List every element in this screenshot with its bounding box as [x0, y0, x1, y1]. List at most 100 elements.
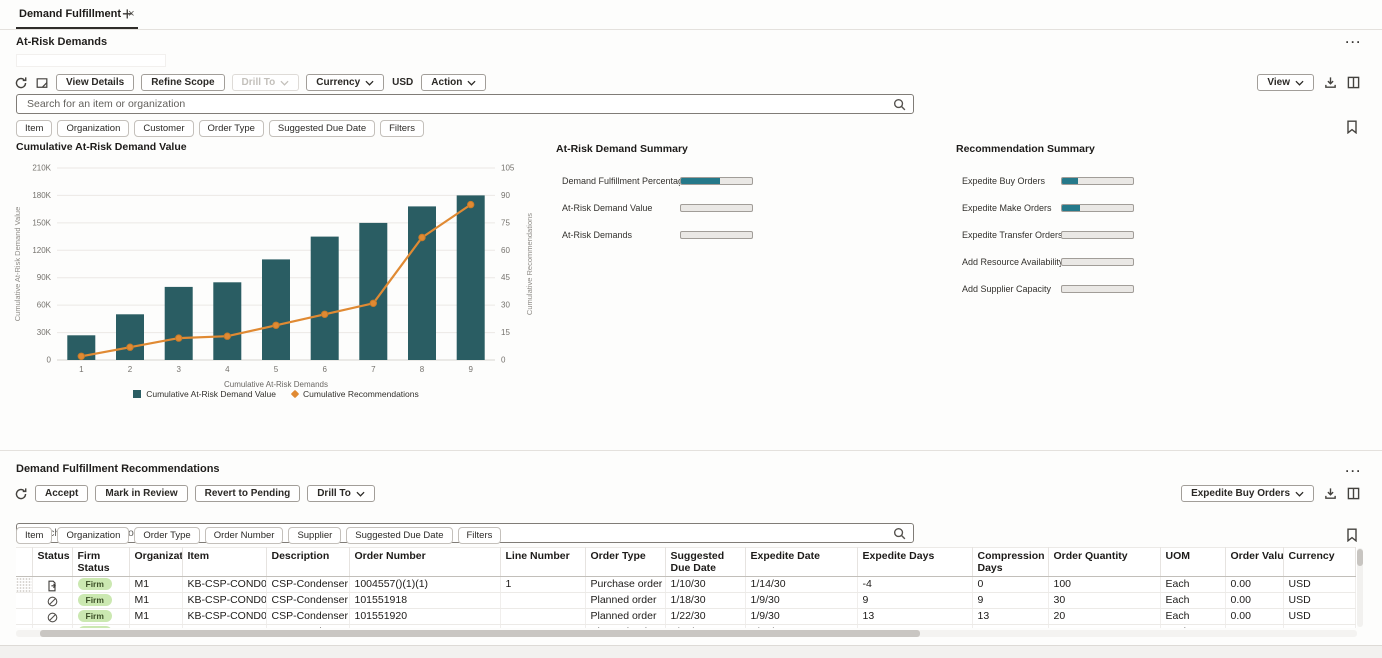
recommendation-type-dropdown[interactable]: Expedite Buy Orders	[1181, 485, 1314, 502]
column-header-order-value[interactable]: Order Value	[1225, 547, 1284, 578]
section2-overflow-menu[interactable]: ···	[1345, 464, 1362, 478]
legend-line-label: Cumulative Recommendations	[303, 389, 419, 399]
mark-in-review-button[interactable]: Mark in Review	[95, 485, 188, 502]
svg-text:45: 45	[501, 273, 510, 282]
column-header-description[interactable]: Description	[266, 547, 350, 578]
cell-currency: USD	[1283, 624, 1356, 628]
row-select-cell[interactable]	[16, 592, 33, 610]
pending-icon[interactable]	[32, 624, 73, 628]
table-row[interactable]: Firm M1KB-CSP-COND02CSP-Condenser10155192…	[16, 624, 1356, 628]
svg-text:60: 60	[501, 246, 510, 255]
filter-chip-suggested-due-date[interactable]: Suggested Due Date	[346, 527, 453, 544]
filter-chip-item[interactable]: Item	[16, 120, 53, 137]
row-select-cell[interactable]	[16, 608, 33, 626]
filter-chip-order-type[interactable]: Order Type	[134, 527, 200, 544]
column-header-organization[interactable]: Organization	[129, 547, 183, 578]
search-icon[interactable]	[893, 527, 906, 540]
pending-icon[interactable]	[32, 608, 73, 626]
svg-text:Cumulative Recommendations: Cumulative Recommendations	[525, 213, 534, 315]
column-header-item[interactable]: Item	[182, 547, 267, 578]
filter-chip-item[interactable]: Item	[16, 527, 53, 544]
section1-overflow-menu[interactable]: ···	[1345, 35, 1362, 49]
release-icon[interactable]	[32, 576, 73, 594]
select-column-header[interactable]	[16, 547, 33, 578]
column-header-firm-status[interactable]: Firm Status	[72, 547, 130, 578]
view-details-button[interactable]: View Details	[56, 74, 135, 91]
table-horizontal-scrollbar[interactable]	[16, 630, 1357, 637]
column-header-order-number[interactable]: Order Number	[349, 547, 501, 578]
manage-columns-icon[interactable]	[1347, 487, 1360, 500]
column-header-order-type[interactable]: Order Type	[585, 547, 666, 578]
recommendation-type-label: Expedite Buy Orders	[1191, 488, 1290, 499]
column-header-uom[interactable]: UOM	[1160, 547, 1226, 578]
section-divider	[0, 450, 1382, 451]
recommendation-summary-panel: Recommendation Summary Expedite Buy Orde…	[956, 143, 1196, 302]
legend-item-line[interactable]: Cumulative Recommendations	[290, 389, 419, 399]
table-row[interactable]: Firm M1 KB-CSP-COND02 CSP-Condenser 10155191…	[16, 592, 1356, 610]
tab-demand-fulfillment[interactable]: Demand Fulfillment ×	[16, 0, 138, 29]
cell-order-quantity: 30	[1048, 592, 1161, 610]
column-header-expedite-days[interactable]: Expedite Days	[857, 547, 973, 578]
chart-title: Cumulative At-Risk Demand Value	[16, 141, 187, 153]
column-header-currency[interactable]: Currency	[1283, 547, 1356, 578]
search-input[interactable]	[16, 94, 914, 114]
currency-code: USD	[392, 77, 414, 88]
refresh-icon[interactable]	[14, 487, 28, 501]
filter-chip-organization[interactable]: Organization	[57, 527, 130, 544]
row-select-cell[interactable]	[16, 576, 33, 594]
svg-text:210K: 210K	[32, 164, 51, 173]
filter-chip-customer[interactable]: Customer	[134, 120, 194, 137]
column-header-expedite-date[interactable]: Expedite Date	[745, 547, 858, 578]
table-row[interactable]: Firm M1 KB-CSP-COND02 CSP-Condenser 1004557(…	[16, 576, 1356, 594]
legend-item-bar[interactable]: Cumulative At-Risk Demand Value	[133, 389, 276, 399]
drill-to-dropdown[interactable]: Drill To	[307, 485, 375, 502]
summary-row: Expedite Transfer Orders	[962, 221, 1196, 248]
column-header-status[interactable]: Status	[32, 547, 73, 578]
manage-columns-icon[interactable]	[1347, 76, 1360, 89]
note-icon[interactable]	[35, 76, 49, 90]
svg-text:6: 6	[322, 365, 327, 374]
currency-dropdown[interactable]: Currency	[306, 74, 385, 91]
filter-chip-supplier[interactable]: Supplier	[288, 527, 342, 544]
svg-text:90: 90	[501, 191, 510, 200]
accept-button[interactable]: Accept	[35, 485, 89, 502]
table-vertical-scrollbar[interactable]	[1357, 548, 1363, 627]
legend-line-swatch	[290, 389, 300, 399]
download-icon[interactable]	[1324, 76, 1337, 89]
filter-chip-order-type[interactable]: Order Type	[198, 120, 264, 137]
filter-chip-filters[interactable]: Filters	[457, 527, 502, 544]
filter-chip-suggested-due-date[interactable]: Suggested Due Date	[268, 120, 376, 137]
drill-to-label: Drill To	[317, 488, 351, 499]
refresh-icon[interactable]	[14, 76, 28, 90]
legend-bar-label: Cumulative At-Risk Demand Value	[146, 389, 276, 399]
action-dropdown[interactable]: Action	[421, 74, 487, 91]
revert-to-pending-button[interactable]: Revert to Pending	[194, 485, 301, 502]
svg-text:2: 2	[128, 365, 133, 374]
search-icon[interactable]	[893, 98, 906, 111]
bookmark-icon[interactable]	[1346, 528, 1358, 542]
cell-compression-days: 0	[972, 576, 1049, 594]
tab-close-icon[interactable]: ×	[128, 7, 135, 20]
filter-chip-filters[interactable]: Filters	[380, 120, 424, 137]
filter-chip-order-number[interactable]: Order Number	[204, 527, 284, 544]
cell-organization: M1	[129, 608, 183, 626]
filter-chip-organization[interactable]: Organization	[57, 120, 130, 137]
cell-order-quantity: 20	[1048, 608, 1161, 626]
pending-icon[interactable]	[32, 592, 73, 610]
cell-organization: M1	[129, 576, 183, 594]
column-header-line-number[interactable]: Line Number	[500, 547, 586, 578]
cell-uom: Each	[1160, 624, 1226, 628]
column-header-suggested-due-date[interactable]: Suggested Due Date	[665, 547, 746, 578]
download-icon[interactable]	[1324, 487, 1337, 500]
bookmark-icon[interactable]	[1346, 120, 1358, 134]
add-tab-button[interactable]: +	[122, 4, 133, 24]
progress-fill	[681, 177, 721, 184]
row-select-cell[interactable]	[16, 624, 33, 628]
chart-legend: Cumulative At-Risk Demand Value Cumulati…	[6, 389, 546, 399]
column-header-compression-days[interactable]: Compression Days	[972, 547, 1049, 578]
refine-scope-button[interactable]: Refine Scope	[141, 74, 225, 91]
column-header-order-quantity[interactable]: Order Quantity	[1048, 547, 1161, 578]
view-dropdown[interactable]: View	[1257, 74, 1314, 91]
section1-filter-chips: Item Organization Customer Order Type Sugges…	[16, 120, 424, 137]
